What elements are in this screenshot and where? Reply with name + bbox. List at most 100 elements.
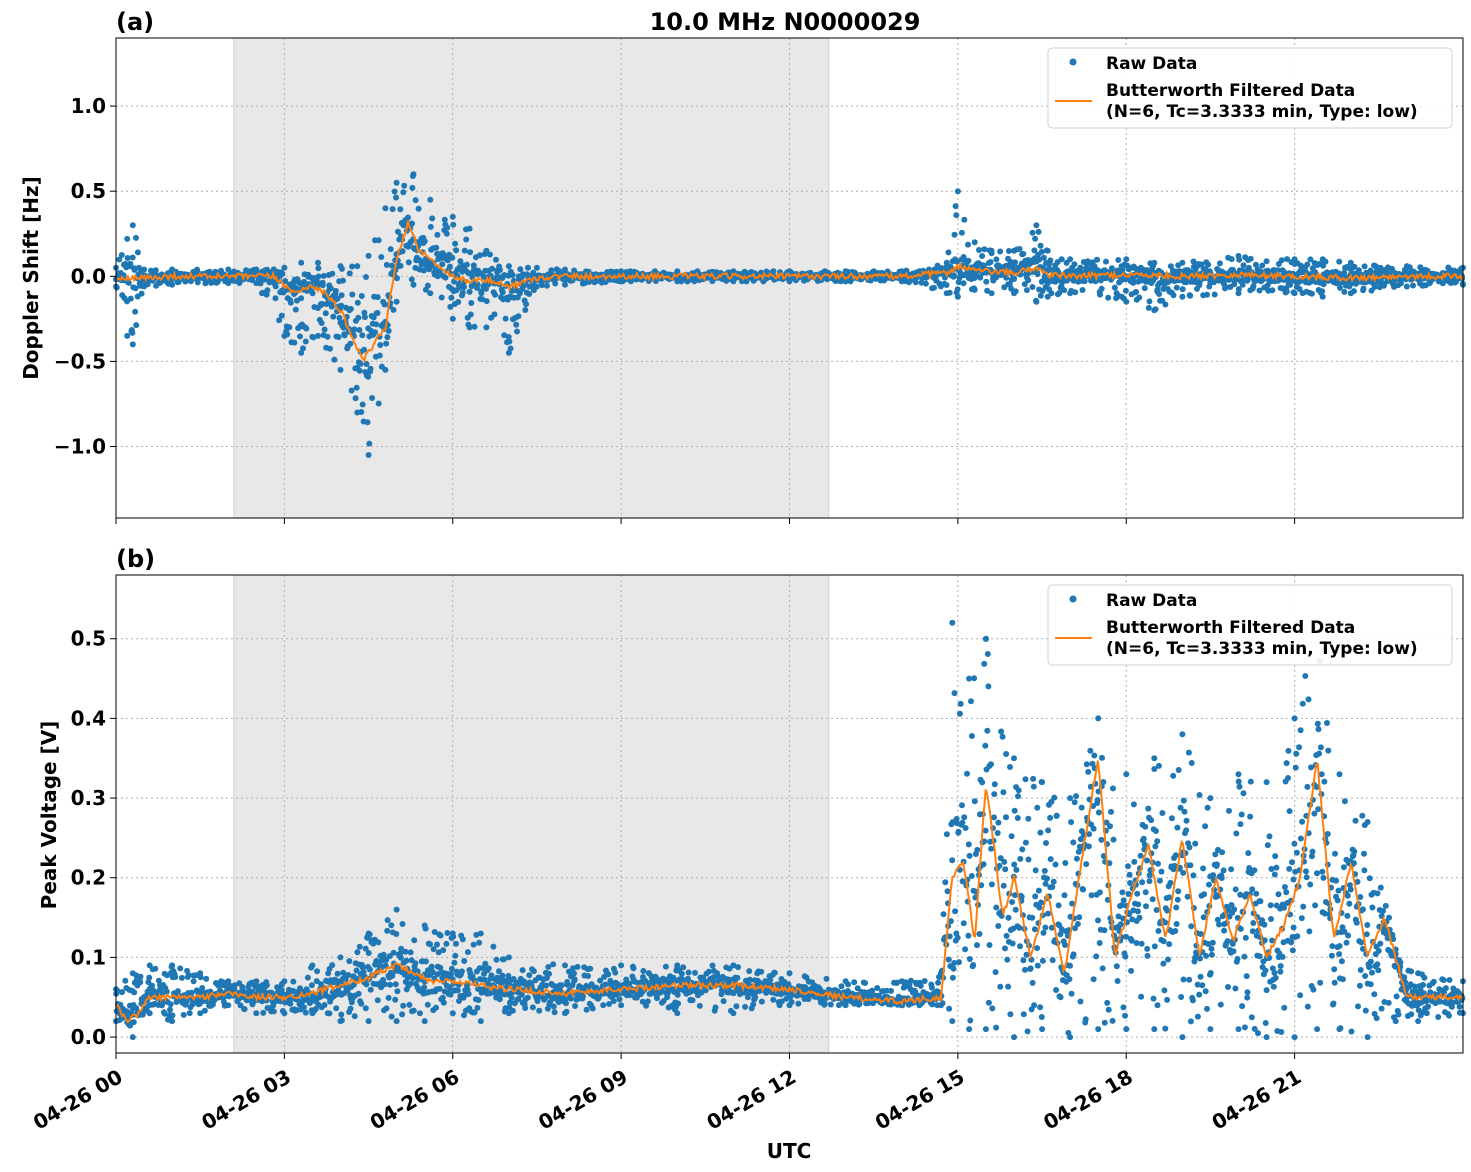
raw-data-point	[1143, 903, 1149, 910]
raw-data-point	[1173, 921, 1180, 927]
raw-data-point	[1037, 242, 1044, 249]
raw-data-point	[1180, 797, 1187, 804]
raw-data-point	[946, 1005, 953, 1012]
raw-data-point	[1218, 875, 1225, 881]
raw-data-point	[1232, 985, 1239, 992]
raw-data-point	[971, 239, 978, 246]
raw-data-point	[416, 1010, 423, 1017]
raw-data-point	[124, 332, 131, 339]
raw-data-point	[1141, 841, 1148, 848]
raw-data-point	[133, 322, 140, 329]
raw-data-point	[370, 314, 377, 321]
raw-data-point	[1173, 284, 1180, 291]
raw-data-point	[1319, 256, 1326, 263]
raw-data-point	[334, 970, 341, 977]
raw-data-point	[451, 959, 458, 966]
raw-data-point	[1066, 976, 1073, 983]
raw-data-point	[352, 395, 359, 402]
raw-data-point	[1148, 817, 1155, 824]
raw-data-point	[1001, 858, 1008, 865]
raw-data-point	[1000, 789, 1007, 796]
raw-data-point	[335, 334, 342, 340]
raw-data-point	[388, 1013, 395, 1020]
raw-data-point	[361, 346, 368, 353]
raw-data-point	[354, 263, 361, 270]
raw-data-point	[1090, 976, 1097, 983]
raw-data-point	[997, 983, 1004, 990]
raw-data-point	[1083, 861, 1090, 868]
raw-data-point	[436, 985, 443, 992]
raw-data-point	[287, 299, 294, 306]
raw-data-point	[410, 171, 417, 178]
raw-data-point	[1140, 835, 1147, 842]
raw-data-point	[1039, 957, 1046, 964]
raw-data-point	[1202, 988, 1209, 995]
raw-data-point	[1251, 867, 1258, 874]
raw-data-point	[546, 970, 552, 977]
raw-data-point	[1145, 805, 1152, 812]
raw-data-point	[1266, 833, 1273, 840]
raw-data-point	[1347, 259, 1354, 266]
raw-data-point	[1141, 285, 1148, 292]
raw-data-point	[367, 365, 374, 372]
raw-data-point	[315, 273, 322, 280]
raw-data-point	[446, 263, 453, 270]
raw-data-point	[392, 981, 399, 988]
raw-data-point	[388, 262, 395, 269]
raw-data-point	[992, 969, 999, 976]
raw-data-point	[1122, 953, 1129, 960]
raw-data-point	[373, 321, 380, 328]
raw-data-point	[974, 846, 981, 853]
raw-data-point	[988, 881, 995, 888]
raw-data-point	[856, 1000, 863, 1007]
raw-data-point	[1109, 1017, 1116, 1024]
raw-data-point	[353, 384, 360, 391]
raw-data-point	[993, 904, 1000, 911]
raw-data-point	[464, 949, 471, 956]
raw-data-point	[167, 1001, 174, 1008]
raw-data-point	[272, 283, 279, 290]
raw-data-point	[449, 254, 456, 261]
raw-data-point	[1155, 928, 1162, 934]
raw-data-point	[1336, 258, 1343, 265]
raw-data-point	[1153, 907, 1160, 913]
raw-data-point	[1403, 263, 1410, 270]
raw-data-point	[429, 215, 436, 222]
raw-data-point	[374, 294, 381, 301]
raw-data-point	[1053, 812, 1060, 819]
raw-data-point	[399, 1011, 406, 1018]
raw-data-point	[444, 930, 451, 936]
raw-data-point	[525, 264, 531, 271]
raw-data-point	[1341, 288, 1348, 295]
raw-data-point	[1130, 801, 1137, 808]
raw-data-point	[1016, 924, 1023, 931]
raw-data-point	[976, 931, 983, 937]
raw-data-point	[448, 971, 454, 977]
legend-filtered-params: (N=6, Tc=3.3333 min, Type: low)	[1106, 102, 1418, 122]
raw-data-point	[712, 1004, 719, 1011]
raw-data-point	[340, 277, 346, 284]
raw-data-point	[1151, 259, 1158, 266]
raw-data-point	[1304, 261, 1311, 268]
raw-data-point	[1105, 294, 1112, 301]
raw-data-point	[526, 291, 533, 297]
raw-data-point	[696, 1002, 703, 1009]
raw-data-point	[942, 879, 949, 886]
raw-data-point	[382, 366, 389, 373]
raw-data-point	[322, 310, 329, 317]
raw-data-point	[999, 733, 1006, 740]
raw-data-point	[1033, 222, 1040, 229]
raw-data-point	[985, 683, 992, 690]
raw-data-point	[129, 329, 136, 336]
raw-data-point	[951, 231, 958, 238]
raw-data-point	[365, 252, 372, 259]
raw-data-point	[225, 280, 232, 287]
raw-data-point	[141, 266, 148, 273]
raw-data-point	[898, 268, 905, 275]
raw-data-point	[1246, 865, 1253, 871]
raw-data-point	[605, 971, 612, 978]
raw-data-point	[131, 989, 138, 996]
raw-data-point	[1096, 940, 1103, 946]
raw-data-point	[199, 985, 206, 991]
raw-data-point	[249, 277, 256, 284]
